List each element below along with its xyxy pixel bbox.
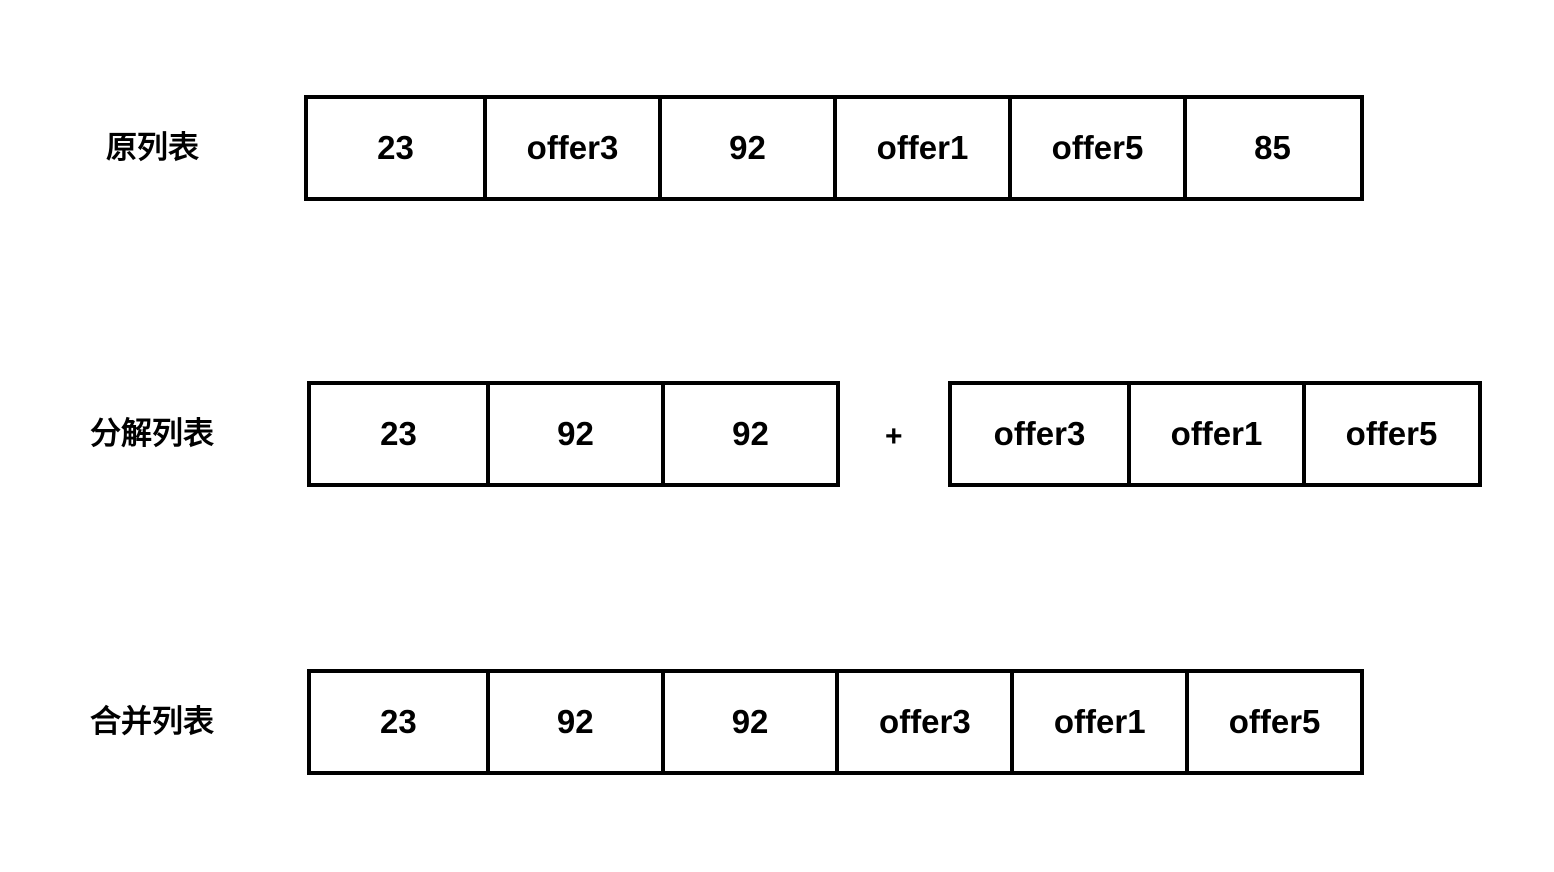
list-cell: offer1 [1010,673,1185,771]
list-cell: offer1 [833,99,1008,197]
list-cell: 92 [658,99,833,197]
row-label-split: 分解列表 [90,416,214,452]
list-cell: 92 [660,673,836,771]
plus-operator: + [885,420,903,453]
list-cell: offer1 [1127,385,1302,483]
list-cell: 92 [661,385,836,483]
list-cell: offer3 [993,415,1086,452]
list-cell: offer5 [1185,673,1360,771]
list-cell: 23 [380,415,417,452]
list-cell: offer5 [1302,385,1477,483]
merged-list: 23 92 92 offer3 offer1 offer5 [307,669,1364,775]
row-label-merged: 合并列表 [90,704,214,740]
list-cell: offer3 [835,673,1010,771]
split-list-numbers: 23 92 92 [307,381,840,487]
list-cell: 92 [486,385,661,483]
list-cell: 92 [485,673,661,771]
list-cell: 23 [380,703,417,740]
original-list: 23 offer3 92 offer1 offer5 85 [304,95,1364,201]
list-cell: offer5 [1008,99,1183,197]
row-label-original: 原列表 [106,130,199,166]
list-cell: offer3 [483,99,658,197]
split-list-offers: offer3 offer1 offer5 [948,381,1482,487]
list-cell: 85 [1183,99,1358,197]
list-cell: 23 [377,129,414,166]
